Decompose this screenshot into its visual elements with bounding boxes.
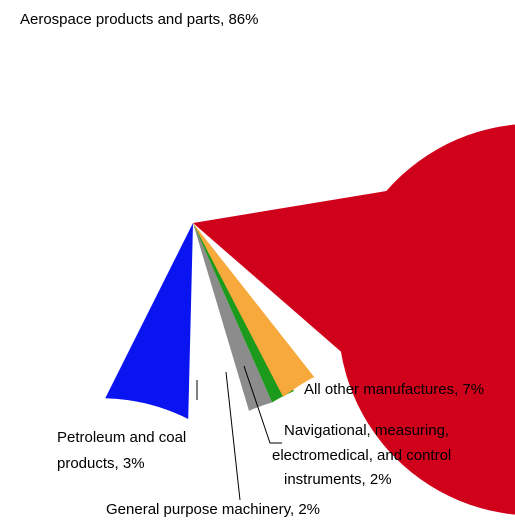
label-all-other: All other manufactures, 7% [304,381,484,398]
navigational-leader-line [243,365,282,444]
label-petroleum-line2: products, 3% [57,455,145,472]
label-aerospace: Aerospace products and parts, 86% [20,11,258,28]
slice-all-other [105,223,193,419]
label-navigational-line2: electromedical, and control [272,447,451,464]
label-navigational-line1: Navigational, measuring, [284,422,449,439]
slice-petroleum [193,223,315,398]
pie-slices [105,124,515,515]
label-navigational-line3: instruments, 2% [284,471,392,488]
label-general-purpose: General purpose machinery, 2% [106,501,320,518]
general-purpose-leader-line [225,371,241,501]
label-petroleum-line1: Petroleum and coal [57,429,186,446]
slice-aerospace [193,124,515,515]
slice-navigational [193,223,273,411]
